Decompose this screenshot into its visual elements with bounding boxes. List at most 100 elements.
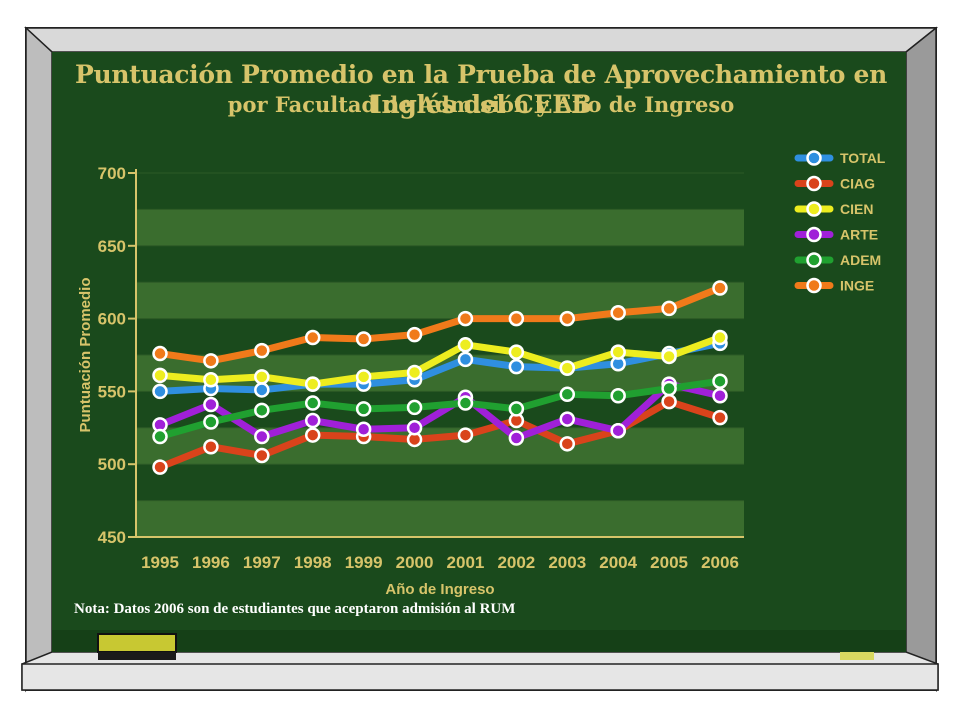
data-point-adem — [712, 373, 728, 389]
legend-label-adem: ADEM — [840, 252, 881, 268]
data-point-adem — [508, 401, 525, 417]
data-point-arte — [304, 412, 321, 429]
data-point-adem — [406, 399, 423, 416]
data-point-ciag — [254, 447, 270, 464]
data-point-inge — [304, 329, 321, 346]
data-point-cien — [406, 364, 423, 381]
x-tick-label: 2002 — [497, 553, 535, 572]
legend-item-inge: INGE — [794, 278, 874, 294]
y-axis-label: Puntuación Promedio — [77, 277, 94, 432]
data-point-cien — [152, 367, 168, 384]
x-tick-label: 1995 — [141, 553, 179, 572]
legend-label-arte: ARTE — [840, 227, 878, 243]
data-point-arte — [406, 420, 423, 436]
legend-item-cien: CIEN — [794, 201, 873, 217]
footnote: Nota: Datos 2006 son de estudiantes que … — [74, 601, 516, 617]
data-point-adem — [559, 386, 576, 403]
data-point-inge — [559, 310, 576, 327]
chart-subtitle: por Facultad de Admisión y Año de Ingres… — [227, 92, 735, 117]
data-point-ciag — [712, 409, 728, 426]
series-line-inge — [156, 284, 724, 365]
data-point-ciag — [661, 393, 677, 410]
y-tick-label: 650 — [98, 237, 126, 256]
x-tick-label: 1999 — [345, 553, 383, 572]
data-point-total — [254, 382, 270, 398]
data-point-cien — [457, 337, 474, 353]
data-point-adem — [457, 395, 474, 411]
data-point-cien — [254, 369, 270, 385]
y-tick-label: 450 — [98, 528, 126, 547]
data-point-arte — [254, 428, 270, 445]
y-tick-label: 550 — [98, 382, 126, 401]
legend-marker-total — [806, 150, 822, 166]
data-point-adem — [203, 414, 219, 430]
data-point-inge — [661, 300, 677, 317]
data-point-ciag — [152, 459, 168, 475]
data-point-inge — [254, 342, 270, 359]
y-tick-label: 700 — [98, 164, 126, 183]
board-background — [52, 52, 906, 652]
x-tick-label: 2006 — [701, 553, 739, 572]
series-line-arte — [156, 380, 724, 442]
x-tick-label: 2003 — [548, 553, 586, 572]
data-point-adem — [254, 402, 270, 419]
data-point-adem — [610, 388, 626, 404]
legend-item-total: TOTAL — [794, 150, 886, 166]
legend-item-adem: ADEM — [794, 252, 881, 268]
y-tick-label: 600 — [98, 310, 126, 329]
data-point-inge — [610, 305, 626, 321]
legend-marker-arte — [806, 226, 822, 243]
data-point-adem — [355, 401, 372, 417]
series-line-total — [156, 339, 724, 395]
data-point-ciag — [203, 438, 219, 455]
x-tick-label: 2000 — [396, 553, 434, 572]
data-point-adem — [152, 428, 168, 445]
legend-label-cien: CIEN — [840, 201, 873, 217]
data-point-arte — [508, 430, 525, 446]
data-point-arte — [355, 421, 372, 438]
data-point-total — [457, 351, 474, 368]
legend-label-ciag: CIAG — [840, 176, 875, 192]
grid-band — [136, 500, 744, 537]
data-point-ciag — [559, 436, 576, 452]
data-point-total — [508, 358, 525, 375]
legend-item-arte: ARTE — [794, 226, 878, 243]
data-point-inge — [712, 280, 728, 296]
data-point-cien — [712, 329, 728, 346]
data-point-ciag — [457, 427, 474, 443]
data-point-cien — [661, 348, 677, 365]
data-point-cien — [355, 369, 372, 385]
data-point-arte — [203, 396, 219, 413]
legend-item-ciag: CIAG — [794, 175, 875, 192]
data-point-inge — [508, 310, 525, 327]
data-point-adem — [661, 380, 677, 397]
data-point-inge — [406, 326, 423, 343]
legend-marker-ciag — [806, 175, 822, 192]
data-point-inge — [355, 331, 372, 347]
chart-title: Puntuación Promedio en la Prueba de Apro… — [74, 60, 887, 119]
x-tick-label: 2005 — [650, 553, 688, 572]
x-tick-label: 1996 — [192, 553, 230, 572]
grid-band — [136, 209, 744, 246]
data-point-total — [152, 383, 168, 400]
data-point-cien — [610, 344, 626, 360]
data-point-cien — [203, 372, 219, 388]
data-point-ciag — [304, 427, 321, 443]
data-point-inge — [152, 345, 168, 362]
legend-marker-cien — [806, 201, 822, 217]
x-tick-label: 1998 — [294, 553, 332, 572]
data-point-cien — [304, 376, 321, 392]
series-line-adem — [156, 377, 724, 441]
data-point-arte — [559, 411, 576, 427]
chalk-piece — [840, 652, 874, 660]
legend-marker-adem — [806, 252, 822, 268]
data-point-cien — [508, 344, 525, 360]
x-tick-label: 2004 — [599, 553, 637, 572]
data-point-inge — [203, 353, 219, 369]
data-point-cien — [559, 360, 576, 376]
data-point-arte — [712, 388, 728, 404]
data-point-arte — [610, 422, 626, 439]
series-line-cien — [156, 334, 724, 388]
y-tick-label: 500 — [98, 455, 126, 474]
